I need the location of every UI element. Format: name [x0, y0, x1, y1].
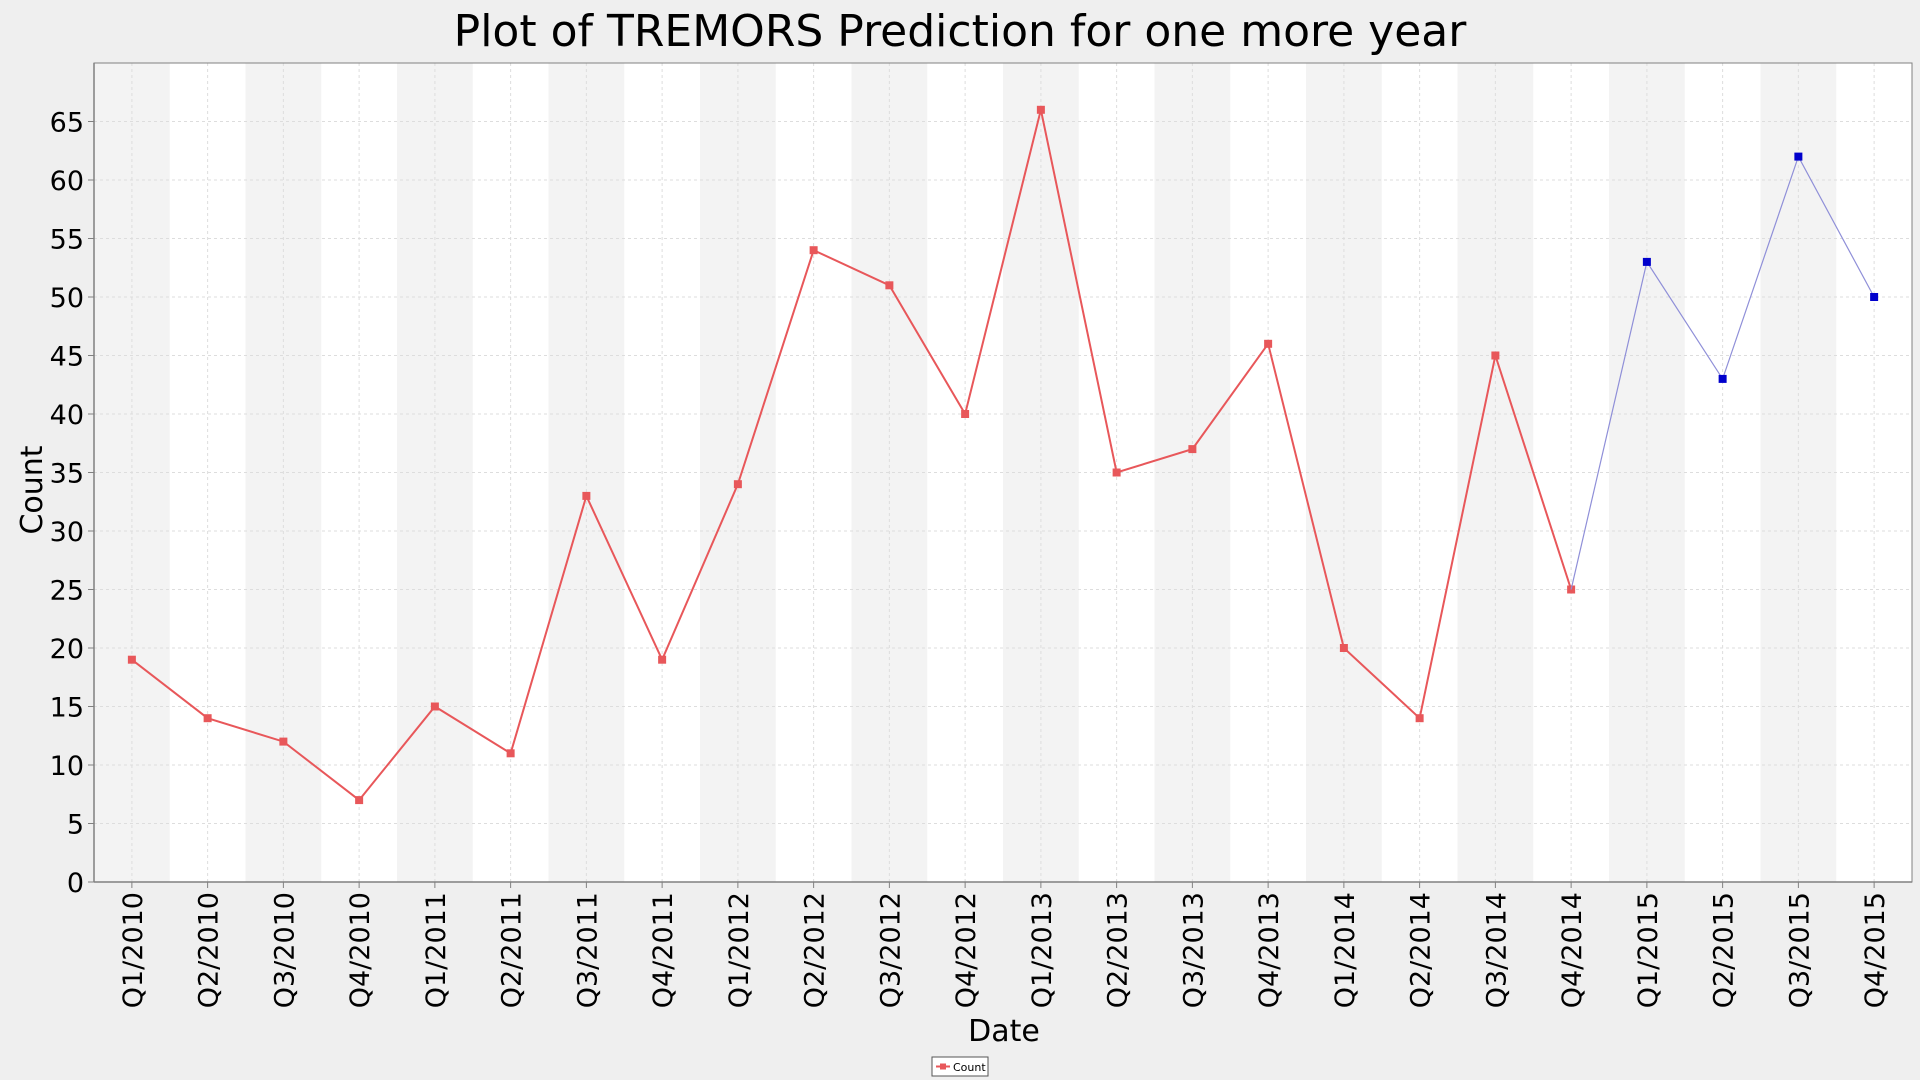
y-tick-label: 35: [50, 459, 84, 490]
y-tick-label: 45: [50, 342, 84, 373]
y-tick-label: 15: [50, 693, 84, 724]
data-point: [1036, 105, 1045, 114]
x-tick-label: Q1/2013: [1027, 892, 1058, 1008]
x-tick-label: Q2/2011: [497, 892, 528, 1008]
x-tick-label: Q4/2013: [1254, 892, 1285, 1008]
y-axis-label: Count: [15, 445, 50, 534]
prediction-point: [1870, 293, 1879, 301]
x-tick-label: Q2/2013: [1103, 892, 1134, 1008]
x-tick-label: Q1/2012: [724, 892, 755, 1008]
data-point: [658, 655, 667, 664]
data-point: [809, 246, 818, 255]
prediction-point: [1642, 257, 1651, 266]
data-point: [961, 410, 970, 418]
x-tick-label: Q3/2014: [1481, 892, 1512, 1008]
y-tick-label: 25: [50, 576, 84, 607]
data-point: [1491, 351, 1500, 360]
chart-title: Plot of TREMORS Prediction for one more …: [454, 6, 1468, 57]
data-point: [127, 655, 136, 664]
x-tick-label: Q1/2014: [1330, 892, 1361, 1008]
x-tick-label: Q4/2012: [951, 892, 982, 1008]
x-tick-label: Q4/2015: [1860, 892, 1891, 1008]
y-tick-label: 50: [50, 283, 84, 314]
data-point: [733, 480, 742, 489]
legend-swatch-marker: [940, 1063, 946, 1070]
series-layer: [127, 105, 1879, 805]
data-point: [430, 702, 439, 711]
data-point: [279, 737, 288, 746]
x-tick-label: Q1/2011: [421, 892, 452, 1008]
y-tick-label: 60: [50, 166, 84, 197]
x-tick-label: Q4/2011: [648, 892, 679, 1008]
y-tick-label: 5: [67, 810, 84, 841]
prediction-point: [1794, 152, 1803, 161]
x-tick-label: Q2/2012: [800, 892, 831, 1008]
x-axis-ticks: Q1/2010 Q2/2010 Q3/2010 Q4/2010 Q1/2011 Q2/20…: [118, 882, 1891, 1008]
x-tick-label: Q3/2010: [269, 892, 300, 1008]
x-tick-label: Q3/2015: [1784, 892, 1815, 1008]
data-point: [355, 796, 364, 805]
x-tick-label: Q2/2015: [1709, 892, 1740, 1008]
x-tick-label: Q1/2015: [1633, 892, 1664, 1008]
legend-label-count: Count: [953, 1061, 986, 1074]
y-tick-label: 10: [50, 751, 84, 782]
y-tick-label: 0: [67, 868, 84, 899]
x-tick-label: Q3/2013: [1178, 892, 1209, 1008]
y-tick-label: 20: [50, 634, 84, 665]
data-point: [582, 491, 591, 500]
data-point: [1415, 714, 1424, 723]
x-axis-label: Date: [968, 1014, 1040, 1049]
data-point: [1264, 339, 1273, 348]
y-axis-ticks: 0 5 10 15 20 25 30 35 40 45 50 55 60 65: [50, 108, 94, 899]
legend: Count: [931, 1056, 989, 1077]
data-point: [1339, 644, 1348, 652]
y-tick-label: 55: [50, 225, 84, 256]
data-point: [1188, 445, 1197, 454]
x-tick-label: Q4/2014: [1557, 892, 1588, 1008]
data-point: [885, 281, 894, 290]
x-tick-label: Q3/2011: [572, 892, 603, 1008]
prediction-point: [1718, 374, 1727, 383]
data-point: [203, 714, 212, 723]
x-tick-label: Q2/2014: [1406, 892, 1437, 1008]
y-tick-label: 40: [50, 400, 84, 431]
series-count-line: [131, 109, 1573, 802]
y-tick-label: 65: [50, 108, 84, 139]
data-point: [506, 749, 515, 758]
grid-lines: [94, 63, 1912, 882]
data-point: [1112, 468, 1121, 477]
y-tick-label: 30: [50, 517, 84, 548]
x-tick-label: Q2/2010: [194, 892, 225, 1008]
x-tick-label: Q3/2012: [875, 892, 906, 1008]
legend-box: [931, 1056, 989, 1077]
x-tick-label: Q1/2010: [118, 892, 149, 1008]
x-tick-label: Q4/2010: [345, 892, 376, 1008]
